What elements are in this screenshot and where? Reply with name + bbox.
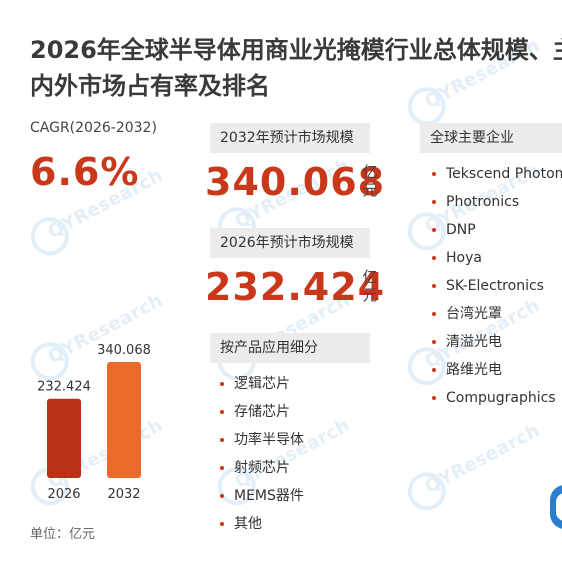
company-item: 路维光电 bbox=[432, 356, 562, 384]
segment-item: 功率半导体 bbox=[220, 426, 304, 454]
page-title-line2: 内外市场占有率及排名 bbox=[30, 72, 270, 100]
size-2026-unit: 亿元 bbox=[362, 268, 378, 304]
company-item: Tekscend Photom bbox=[432, 160, 562, 188]
size-2026-value: 232.424 bbox=[205, 265, 386, 309]
bar-2032 bbox=[107, 362, 141, 478]
forecast-2032-label: 2032年预计市场规模 bbox=[210, 123, 370, 153]
segments-list: 逻辑芯片 存储芯片 功率半导体 射频芯片 MEMS器件 其他 bbox=[220, 370, 304, 538]
company-item: 台湾光罩 bbox=[432, 300, 562, 328]
page-title: 2026年全球半导体用商业光掩模行业总体规模、主 内外市场占有率及排名 bbox=[30, 32, 562, 104]
company-item: Photronics bbox=[432, 188, 562, 216]
bar-value-label: 340.068 bbox=[97, 343, 151, 358]
segment-item: 其他 bbox=[220, 510, 304, 538]
company-item: Compugraphics bbox=[432, 384, 562, 412]
bar-value-label: 232.424 bbox=[37, 380, 91, 395]
bar-2026 bbox=[47, 398, 81, 478]
forecast-2032-value: 340.068 bbox=[205, 160, 386, 204]
segment-item: 逻辑芯片 bbox=[220, 370, 304, 398]
company-item: Hoya bbox=[432, 244, 562, 272]
segment-item: MEMS器件 bbox=[220, 482, 304, 510]
company-item: SK-Electronics bbox=[432, 272, 562, 300]
cagr-value: 6.6% bbox=[30, 150, 140, 194]
x-tick-label: 2026 bbox=[47, 487, 80, 502]
cagr-label: CAGR(2026-2032) bbox=[30, 120, 157, 136]
watermark-logo: QYResearch bbox=[398, 420, 543, 523]
segment-item: 射频芯片 bbox=[220, 454, 304, 482]
company-item: 清溢光电 bbox=[432, 328, 562, 356]
x-tick-label: 2032 bbox=[107, 487, 140, 502]
brand-logo-icon bbox=[550, 485, 562, 529]
watermark-logo: QYResearch bbox=[21, 165, 166, 268]
companies-label: 全球主要企业 bbox=[420, 123, 562, 153]
forecast-2032-unit: 亿元 bbox=[362, 163, 378, 199]
unit-note: 单位：亿元 bbox=[30, 527, 96, 542]
company-item: DNP bbox=[432, 216, 562, 244]
size-2026-label: 2026年预计市场规模 bbox=[210, 228, 370, 258]
segments-label: 按产品应用细分 bbox=[210, 333, 370, 363]
market-size-bar-chart: 232.424 2026 340.068 2032 bbox=[37, 343, 151, 502]
page-title-line1: 2026年全球半导体用商业光掩模行业总体规模、主 bbox=[30, 36, 562, 64]
segment-item: 存储芯片 bbox=[220, 398, 304, 426]
companies-list: Tekscend Photom Photronics DNP Hoya SK-Elect… bbox=[432, 160, 562, 412]
